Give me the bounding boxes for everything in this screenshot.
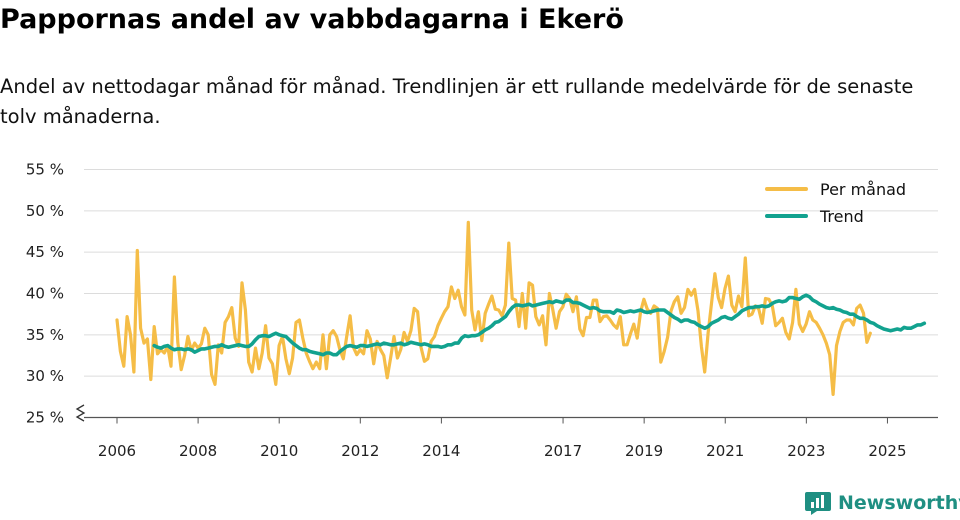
y-tick-label: 55 % xyxy=(26,161,64,179)
y-axis-ticks: 25 % 30 % 35 % 40 % 45 % 50 % 55 % xyxy=(26,161,64,427)
x-tick-label: 2006 xyxy=(98,442,136,460)
axis-break-icon xyxy=(75,404,86,422)
y-tick-label: 40 % xyxy=(26,285,64,303)
y-tick-label: 35 % xyxy=(26,326,64,344)
legend-label-trend: Trend xyxy=(819,207,864,226)
series-line-monthly xyxy=(115,220,872,396)
chart-title: Pappornas andel av vabbdagarna i Ekerö xyxy=(0,4,624,35)
x-tick-label: 2023 xyxy=(787,442,825,460)
brand-name: Newsworthy xyxy=(838,492,960,514)
x-tick-label: 2012 xyxy=(341,442,379,460)
x-tick-label: 2019 xyxy=(625,442,663,460)
y-tick-label: 30 % xyxy=(26,367,64,385)
y-tick-label: 45 % xyxy=(26,243,64,261)
x-tick-label: 2014 xyxy=(422,442,460,460)
x-tick-label: 2010 xyxy=(260,442,298,460)
x-axis: 2006 2008 2010 2012 2014 2017 2019 2021 2023 2025 xyxy=(98,417,907,460)
x-tick-label: 2008 xyxy=(179,442,217,460)
x-tick-label: 2025 xyxy=(868,442,906,460)
y-tick-label: 25 % xyxy=(26,409,64,427)
chart-subtitle: Andel av nettodagar månad för månad. Tre… xyxy=(0,75,914,128)
x-tick-label: 2017 xyxy=(544,442,582,460)
legend-label-monthly: Per månad xyxy=(820,180,906,199)
x-tick-label: 2021 xyxy=(706,442,744,460)
legend: Per månad Trend xyxy=(765,180,906,226)
brand-logo: Newsworthy xyxy=(804,490,960,516)
y-tick-label: 50 % xyxy=(26,202,64,220)
newsworthy-logo-icon xyxy=(805,492,831,515)
series-lines xyxy=(115,220,927,396)
series-line-trend xyxy=(152,293,927,357)
